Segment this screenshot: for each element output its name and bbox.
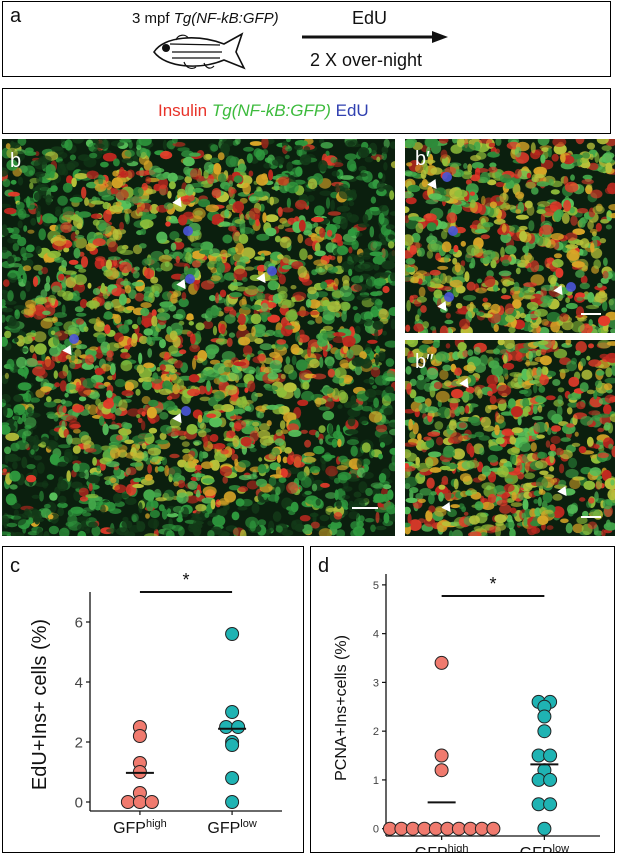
fish-transgenic-line: Tg(NF-kB:GFP) <box>173 10 279 27</box>
edu-nucleus <box>183 226 193 236</box>
scale-bar-b <box>352 507 378 509</box>
fish-label: 3 mpf Tg(NF-kB:GFP) <box>132 10 279 27</box>
micrograph-b-label: b <box>10 150 22 172</box>
arrow-bottom-label: 2 X over-night <box>310 50 423 70</box>
data-point <box>225 705 240 719</box>
y-tick-label: 1 <box>373 775 379 787</box>
edu-nucleus <box>267 266 277 276</box>
panel-a-box <box>2 1 611 77</box>
data-point <box>543 797 558 812</box>
data-point <box>434 748 449 763</box>
significance-star: * <box>489 574 496 594</box>
stain-legend-box <box>2 88 611 134</box>
edu-nucleus <box>448 226 458 236</box>
edu-nucleus <box>442 172 452 182</box>
tissue-texture <box>2 139 395 536</box>
data-point <box>537 724 552 739</box>
chart-c: 0 2 4 6 EdU+Ins+ cells (%) GFPhigh GFPlow * <box>29 570 282 837</box>
data-point <box>231 720 246 734</box>
y-axis-label: PCNA+Ins+cells (%) <box>333 635 350 781</box>
tissue-texture <box>405 139 615 333</box>
edu-nucleus <box>444 292 454 302</box>
significance-star: * <box>182 570 189 590</box>
data-point <box>225 795 240 809</box>
micrograph-b: b <box>2 139 395 536</box>
edu-nucleus <box>566 282 576 292</box>
data-point <box>543 772 558 787</box>
data-point <box>120 795 135 809</box>
data-point <box>225 738 240 752</box>
x-tick-label: GFPhigh <box>113 818 167 837</box>
data-point <box>225 627 240 641</box>
panel-c-letter: c <box>10 555 20 577</box>
x-tick-label: GFPlow <box>520 843 569 853</box>
data-point <box>132 729 147 743</box>
data-point <box>537 709 552 724</box>
data-point <box>144 795 159 809</box>
data-point <box>434 655 449 670</box>
scale-bar-b-double-prime <box>581 516 601 518</box>
fish-age: 3 mpf <box>132 10 170 27</box>
x-tick-label: GFPhigh <box>415 843 469 853</box>
data-point <box>219 720 234 734</box>
x-tick-label: GFPlow <box>207 818 256 837</box>
arrow-top-label: EdU <box>352 8 388 28</box>
micrograph-b-double-prime: b′′ <box>405 340 615 536</box>
treatment-arrow <box>302 31 448 43</box>
data-point <box>486 821 501 836</box>
panel-a-letter: a <box>10 5 22 27</box>
micrograph-b-prime: b′ <box>405 139 615 333</box>
y-tick-label: 2 <box>75 734 83 751</box>
micrograph-b-double-prime-label: b′′ <box>415 351 434 373</box>
panel-d-letter: d <box>318 555 330 577</box>
y-tick-label: 4 <box>75 674 83 691</box>
edu-nucleus <box>185 274 195 284</box>
scale-bar-b-prime <box>581 313 601 315</box>
data-point <box>537 821 552 836</box>
edu-nucleus <box>181 406 191 416</box>
data-point <box>543 748 558 763</box>
tissue-texture <box>405 340 615 536</box>
legend-insulin: Insulin <box>158 101 208 120</box>
chart-d: 0 1 2 3 4 5 PCNA+Ins+cells (%) GFPhigh GFPlow * <box>333 574 600 853</box>
y-axis-label: EdU+Ins+ cells (%) <box>29 619 51 790</box>
zebrafish-icon <box>153 32 246 70</box>
stain-legend: Insulin Tg(NF-kB:GFP) EdU <box>158 101 369 121</box>
data-point <box>434 763 449 778</box>
y-tick-label: 3 <box>373 677 379 689</box>
legend-gfp: Tg(NF-kB:GFP) <box>211 101 331 120</box>
panel-d-box <box>310 546 615 853</box>
legend-edu: EdU <box>335 101 369 120</box>
y-tick-label: 2 <box>373 726 379 738</box>
data-point <box>132 795 147 809</box>
y-tick-label: 0 <box>75 794 83 811</box>
y-tick-label: 6 <box>75 614 83 631</box>
micrograph-b-prime-label: b′ <box>415 148 430 170</box>
y-tick-label: 0 <box>373 824 379 836</box>
y-tick-label: 5 <box>373 580 379 592</box>
y-tick-label: 4 <box>373 629 379 641</box>
data-point <box>225 771 240 785</box>
edu-nucleus <box>69 334 79 344</box>
